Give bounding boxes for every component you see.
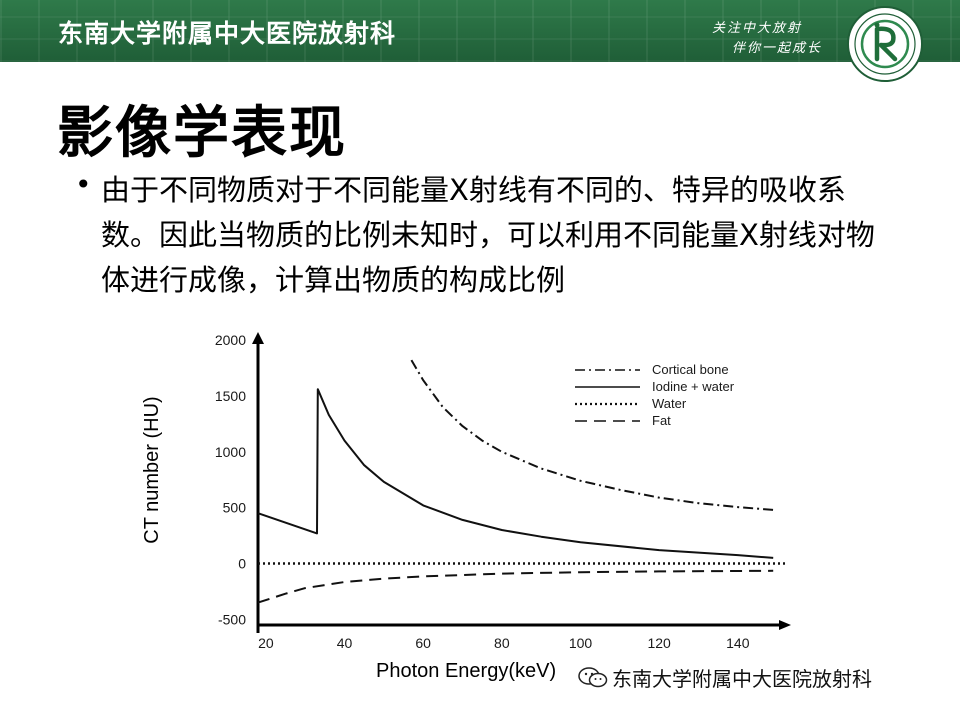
y-axis-label: CT number (HU) (141, 396, 163, 543)
slide-title: 影像学表现 (57, 101, 347, 166)
bullet-text: 由于不同物质对于不同能量X射线有不同的、特异的吸收系数。因此当物质的比例未知时，… (101, 173, 875, 297)
y-tick-label: 0 (238, 556, 246, 572)
y-tick-label: 2000 (215, 332, 246, 348)
x-tick-label: 140 (726, 635, 750, 651)
chart-legend: Cortical bone Iodine + water Water Fat (575, 362, 735, 428)
chart-series (257, 359, 785, 604)
header-banner: 东南大学附属中大医院放射科 关注中大放射 伴你一起成长 (0, 0, 960, 62)
y-tick-label: 500 (223, 500, 247, 516)
hospital-logo-icon (847, 6, 923, 82)
y-axis-arrow (252, 332, 264, 344)
legend-label: Water (652, 396, 687, 411)
series-line-cortical-bone (410, 359, 774, 511)
x-tick-label: 20 (258, 635, 274, 651)
bullet-dot: • (75, 168, 92, 201)
x-tick-label: 60 (415, 635, 431, 651)
y-tick-label: 1500 (215, 388, 246, 404)
chart-axes: 2000 1500 1000 500 0 -500 20 40 60 80 100 120 140 (215, 332, 791, 651)
ct-number-chart: 2000 1500 1000 500 0 -500 20 40 60 80 100 120 140 Co… (141, 332, 791, 682)
y-tick-label: 1000 (215, 444, 246, 460)
x-axis-arrow (779, 620, 791, 630)
x-axis-label: Photon Energy(keV) (376, 660, 556, 682)
x-tick-label: 40 (337, 635, 353, 651)
x-tick-label: 100 (569, 635, 593, 651)
watermark-text: 东南大学附属中大医院放射科 (612, 667, 872, 691)
series-line-fat (257, 569, 774, 604)
banner-pattern (0, 0, 960, 62)
slogan-line-1: 关注中大放射 (712, 21, 803, 36)
legend-label: Fat (652, 413, 671, 428)
wechat-icon (578, 667, 608, 688)
watermark: 东南大学附属中大医院放射科 (578, 663, 872, 692)
legend-label: Cortical bone (652, 362, 729, 377)
institution-name: 东南大学附属中大医院放射科 (58, 19, 397, 48)
x-tick-label: 80 (494, 635, 510, 651)
x-tick-label: 120 (647, 635, 671, 651)
series-line-iodine-water (257, 388, 774, 559)
slogan-line-2: 伴你一起成长 (732, 41, 823, 56)
y-tick-label: -500 (218, 611, 246, 627)
legend-label: Iodine + water (652, 379, 735, 394)
